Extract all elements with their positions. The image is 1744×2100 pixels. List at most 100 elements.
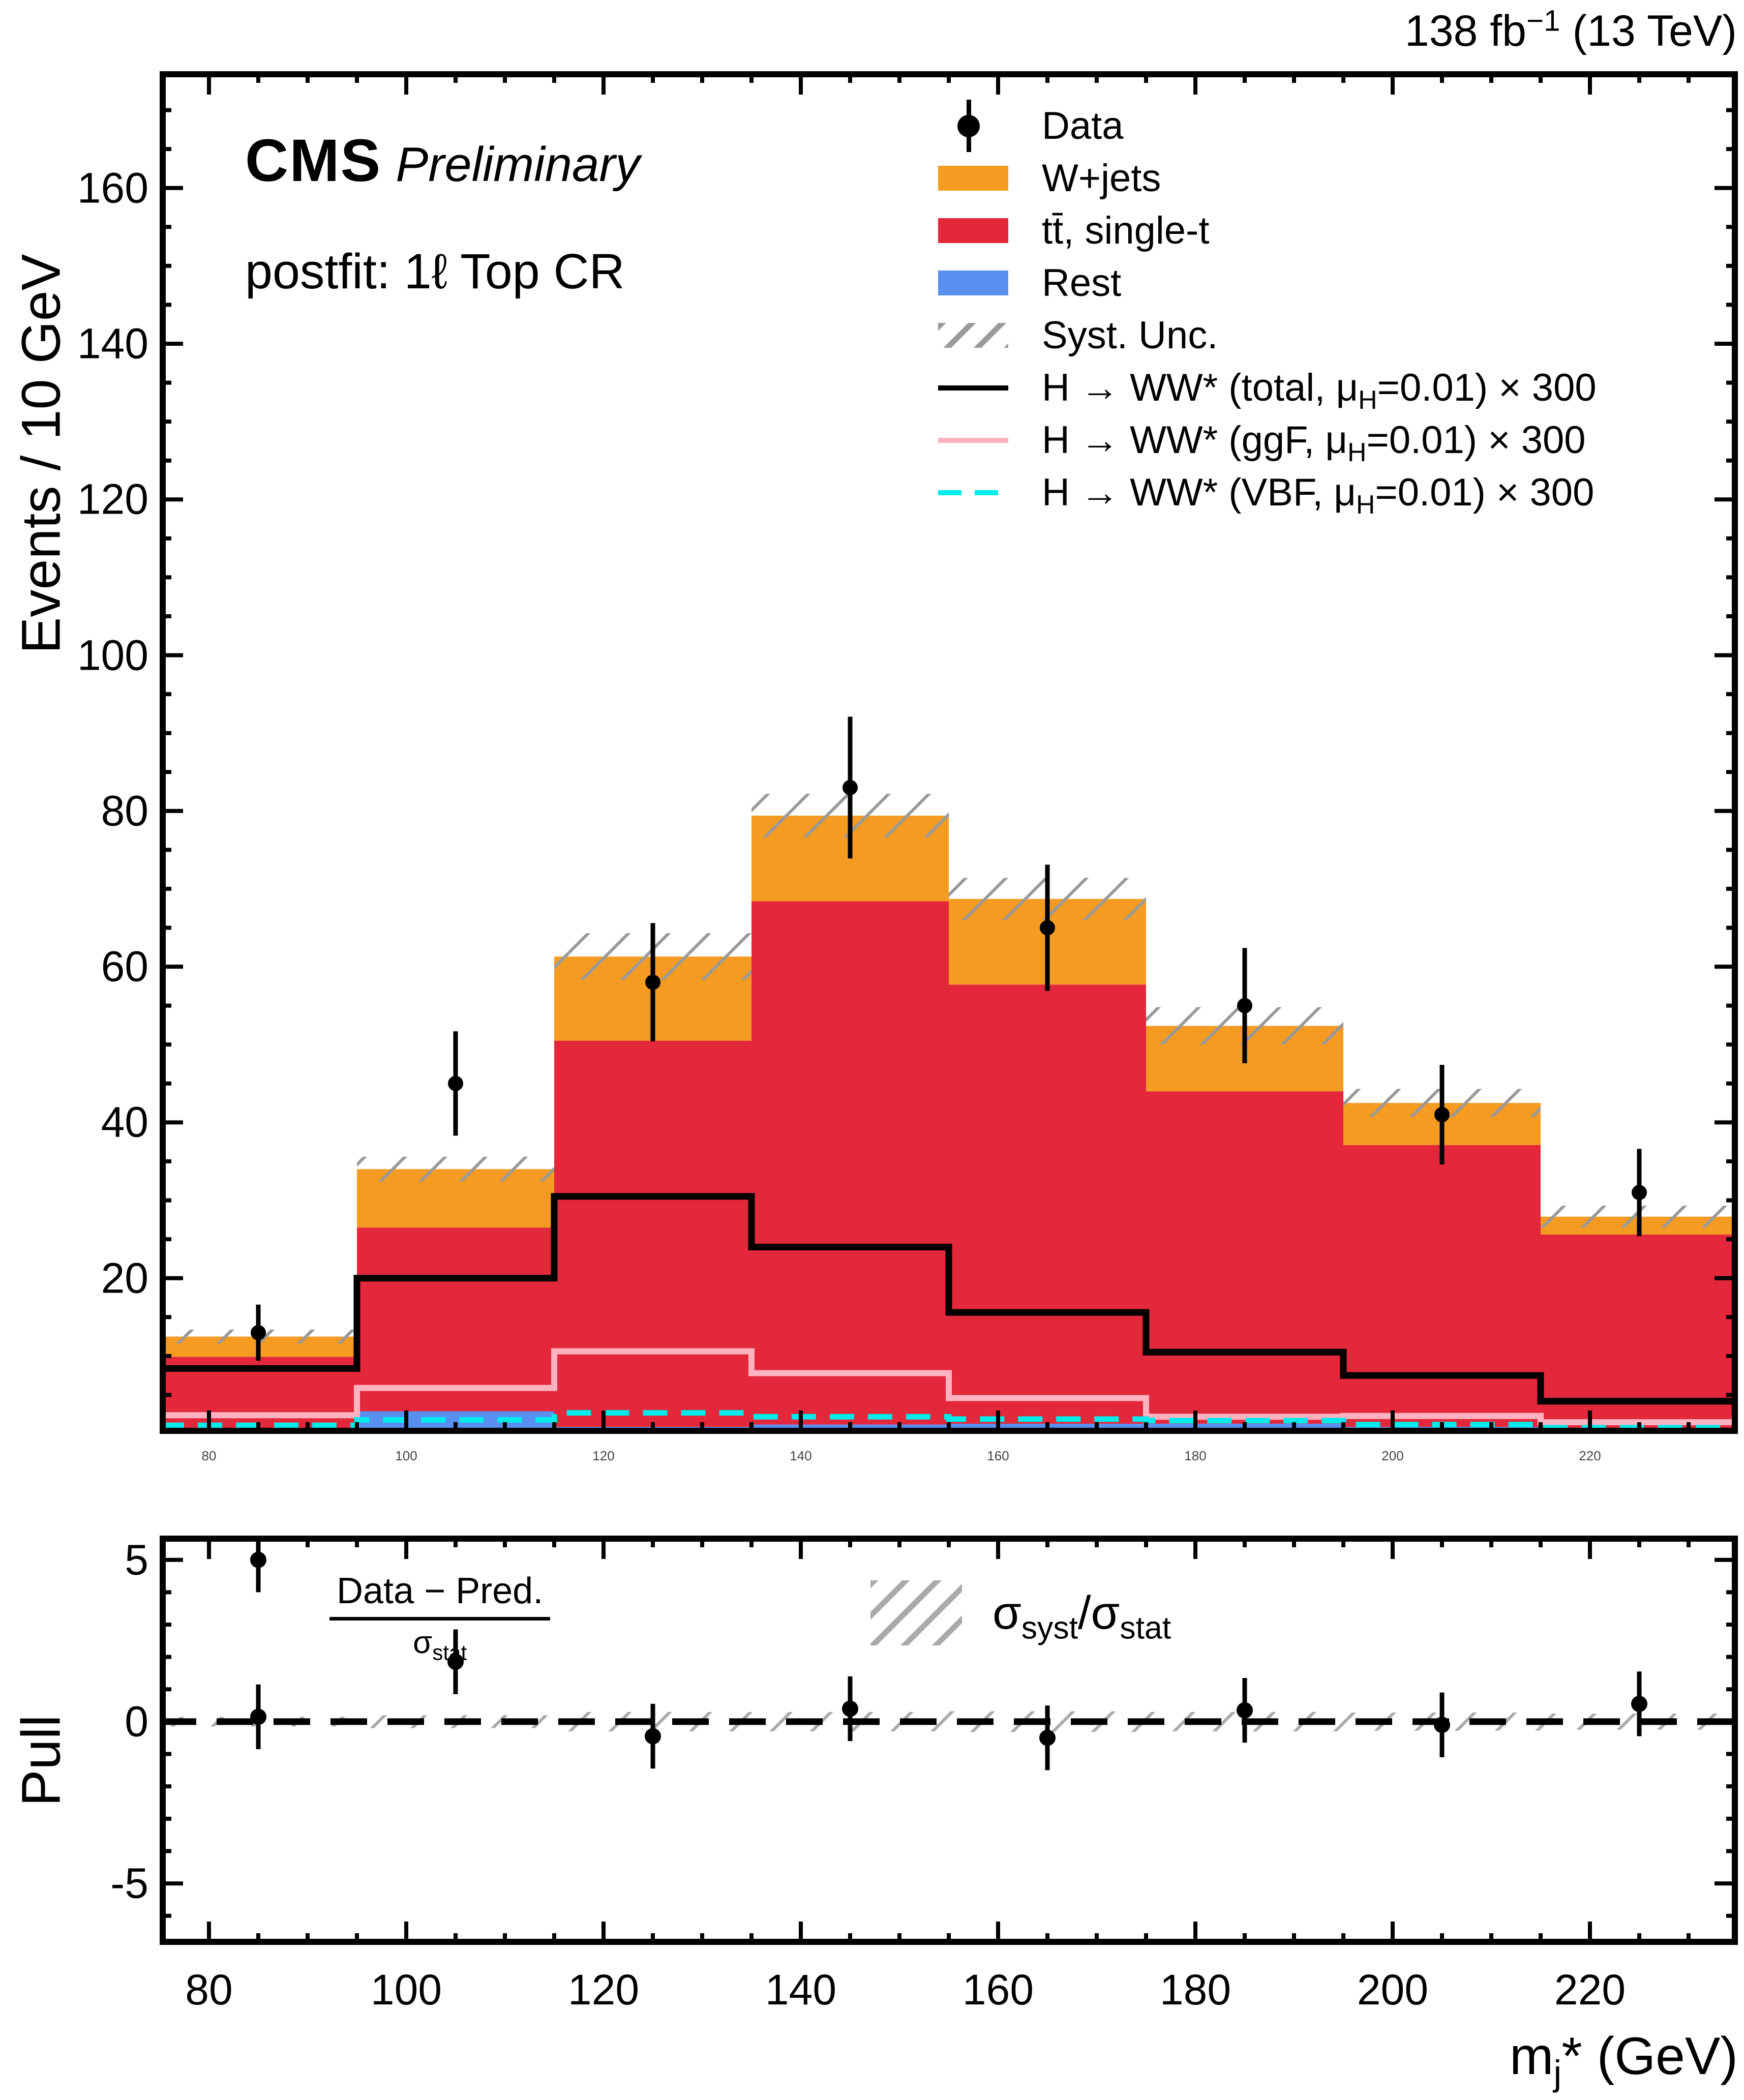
pull-point	[250, 1551, 266, 1568]
legend-label: H → WW* (VBF, μH=0.01) × 300	[1042, 471, 1595, 520]
legend-item-rest: Rest	[938, 257, 1597, 309]
pull-formula-denominator: σstat	[413, 1625, 467, 1665]
syst-band	[357, 1156, 554, 1182]
legend-marker-syst	[938, 309, 1008, 362]
legend-marker-wjets	[938, 152, 1008, 204]
main-x-tiny-label: 100	[395, 1448, 417, 1463]
x-axis-title: mj* (GeV)	[1509, 2027, 1738, 2093]
panel-frame	[160, 71, 1738, 1434]
legend-marker-ttbar	[938, 204, 1008, 257]
legend-marker-data	[938, 100, 1008, 152]
pull-point	[842, 1700, 858, 1717]
main-y-tick-label: 60	[101, 942, 148, 991]
legend-label: tt̄, single-t	[1042, 209, 1210, 252]
main-y-tick-label: 80	[101, 787, 148, 835]
x-tick-label: 180	[1159, 1966, 1231, 2014]
ttbar-bar	[1541, 1234, 1738, 1430]
experiment-label: CMS Preliminary	[245, 126, 640, 195]
legend-dashed-line	[938, 490, 1008, 495]
legend-item-wjets: W+jets	[938, 152, 1597, 204]
legend-label: H → WW* (total, μH=0.01) × 300	[1042, 366, 1597, 415]
preliminary-label: Preliminary	[396, 137, 640, 192]
pull-y-tick-label: -5	[110, 1859, 148, 1907]
pull-point	[1631, 1695, 1647, 1712]
legend-marker-sig-ggf	[938, 414, 1008, 466]
data-point	[1237, 998, 1252, 1013]
x-tick-label: 80	[185, 1966, 233, 2014]
pull-y-axis-title: Pull	[10, 1715, 72, 1807]
ttbar-bar	[949, 984, 1146, 1424]
main-x-tiny-label: 120	[592, 1448, 615, 1463]
x-tick-label: 140	[765, 1966, 837, 2014]
main-x-tiny-label: 80	[201, 1448, 217, 1463]
pull-point	[1039, 1729, 1056, 1746]
pull-panel	[160, 1536, 1738, 1945]
data-point	[1040, 920, 1055, 936]
legend-item-sig-vbf: H → WW* (VBF, μH=0.01) × 300	[938, 466, 1597, 519]
legend-marker-rest	[938, 257, 1008, 309]
main-y-tick-label: 40	[101, 1098, 148, 1146]
legend-marker-sig-total	[938, 362, 1008, 414]
legend-label: Data	[1042, 104, 1124, 147]
main-y-tick-label: 100	[77, 631, 148, 679]
main-x-tiny-label: 220	[1579, 1448, 1601, 1463]
ggf-signal-line	[160, 1348, 1738, 1426]
legend-label: W+jets	[1042, 157, 1161, 200]
main-y-tick-label: 140	[77, 319, 148, 368]
x-tick-label: 120	[567, 1966, 640, 2014]
pull-band-legend: σsyst/σstat	[870, 1580, 1171, 1645]
x-tick-label: 100	[370, 1966, 442, 2014]
pull-formula: Data − Pred. σstat	[329, 1570, 551, 1665]
x-tick-label: 200	[1357, 1966, 1429, 2014]
ttbar-bar	[357, 1227, 554, 1412]
main-x-tiny-label: 200	[1381, 1448, 1404, 1463]
ttbar-bar	[751, 901, 949, 1425]
ttbar-bar	[1146, 1091, 1343, 1424]
pull-point	[1237, 1702, 1253, 1719]
legend-swatch	[938, 166, 1008, 191]
ttbar-bar	[1343, 1145, 1541, 1427]
data-point	[645, 974, 660, 990]
data-point	[843, 779, 858, 795]
pull-band-hatch-swatch	[870, 1580, 962, 1645]
legend-item-ttbar: tt̄, single-t	[938, 204, 1597, 257]
pull-point	[645, 1728, 661, 1745]
total-signal-line	[160, 1193, 1738, 1405]
legend: Data W+jets tt̄, single-t Rest Syst. Unc. H →…	[938, 100, 1597, 519]
legend-swatch	[938, 271, 1008, 295]
x-tick-label: 220	[1554, 1966, 1626, 2014]
luminosity-label: 138 fb−1 (13 TeV)	[1404, 4, 1737, 55]
main-y-tick-label: 20	[101, 1254, 148, 1302]
pull-point	[1434, 1717, 1450, 1733]
pull-point	[447, 1654, 464, 1670]
data-point	[251, 1325, 266, 1340]
data-marker-dot	[957, 115, 980, 137]
main-x-tiny-label: 160	[987, 1448, 1009, 1463]
pull-formula-numerator: Data − Pred.	[329, 1570, 551, 1621]
main-x-tiny-label: 180	[1184, 1448, 1207, 1463]
region-label: postfit: 1ℓ Top CR	[245, 244, 625, 299]
legend-line	[938, 385, 1008, 391]
pull-band-label: σsyst/σstat	[993, 1586, 1171, 1645]
hatch-swatch	[938, 323, 1008, 348]
x-tick-label: 160	[962, 1966, 1034, 2014]
legend-item-syst: Syst. Unc.	[938, 309, 1597, 362]
data-point	[1632, 1185, 1647, 1201]
legend-item-sig-total: H → WW* (total, μH=0.01) × 300	[938, 362, 1597, 414]
cms-logo-text: CMS	[245, 127, 382, 194]
legend-item-sig-ggf: H → WW* (ggF, μH=0.01) × 300	[938, 414, 1597, 466]
main-histogram-panel	[160, 71, 1738, 1434]
pull-y-tick-label: 0	[125, 1697, 148, 1746]
legend-marker-sig-vbf	[938, 466, 1008, 519]
main-x-tiny-label: 140	[790, 1448, 812, 1463]
legend-line	[938, 438, 1008, 443]
data-point	[448, 1075, 463, 1091]
panel-frame	[160, 1536, 1738, 1945]
main-y-tick-label: 160	[77, 164, 148, 212]
legend-label: H → WW* (ggF, μH=0.01) × 300	[1042, 418, 1586, 467]
main-y-tick-label: 120	[77, 475, 148, 523]
legend-label: Syst. Unc.	[1042, 314, 1218, 357]
legend-item-data: Data	[938, 100, 1597, 152]
ttbar-bar	[554, 1040, 751, 1427]
